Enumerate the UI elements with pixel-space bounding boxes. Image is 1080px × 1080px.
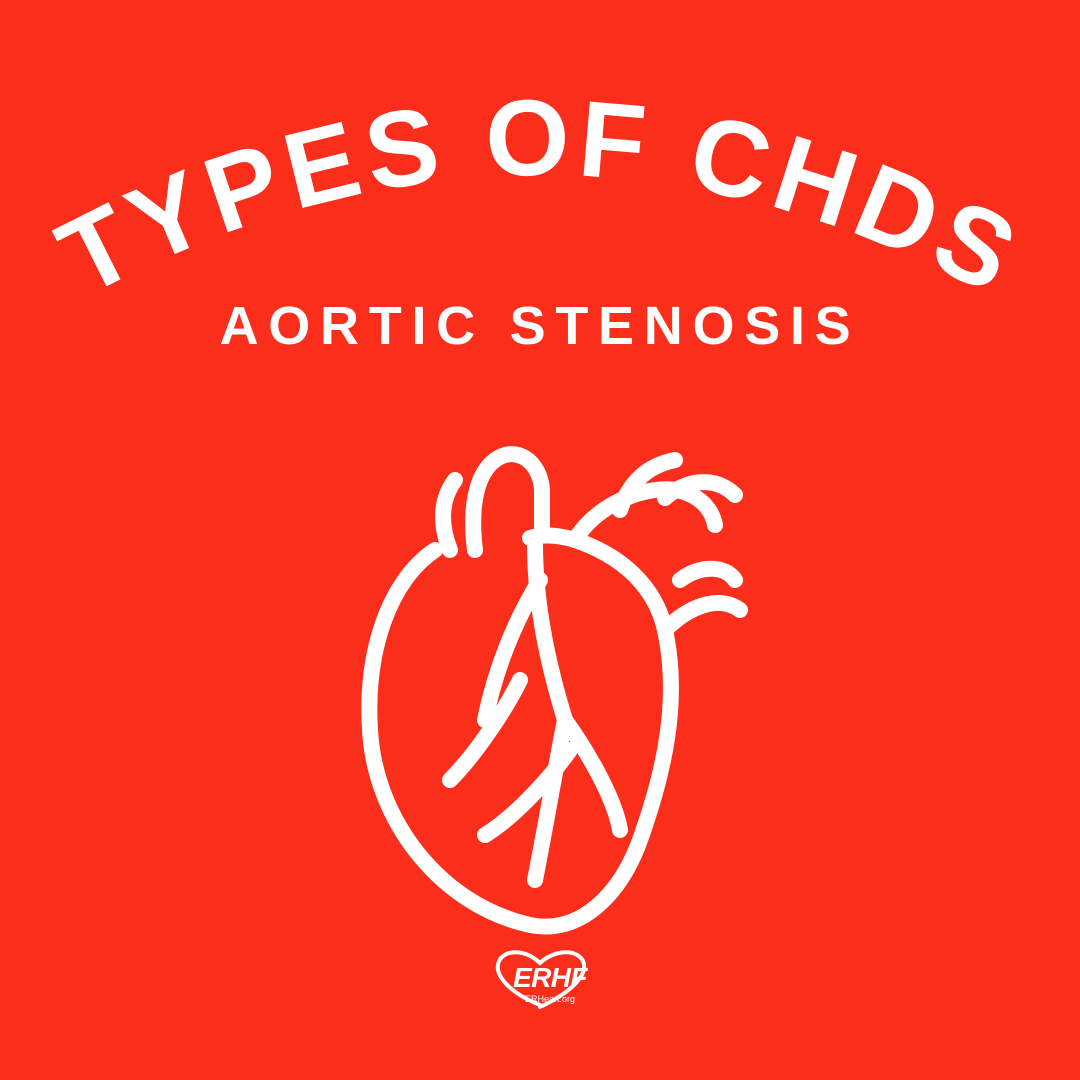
subtitle-text: AORTIC STENOSIS xyxy=(0,295,1080,357)
main-title-text: TYPES OF CHDS xyxy=(40,77,1040,319)
main-title-arc: TYPES OF CHDS xyxy=(0,65,1080,465)
logo-tagline-text: ERHeart.org xyxy=(525,994,575,1004)
svg-text:TYPES OF CHDS: TYPES OF CHDS xyxy=(40,77,1040,319)
logo-brand-text: ERHF xyxy=(513,962,588,993)
anatomical-heart-icon xyxy=(320,420,760,940)
brand-logo: ERHF ERHeart.org xyxy=(485,945,595,1025)
